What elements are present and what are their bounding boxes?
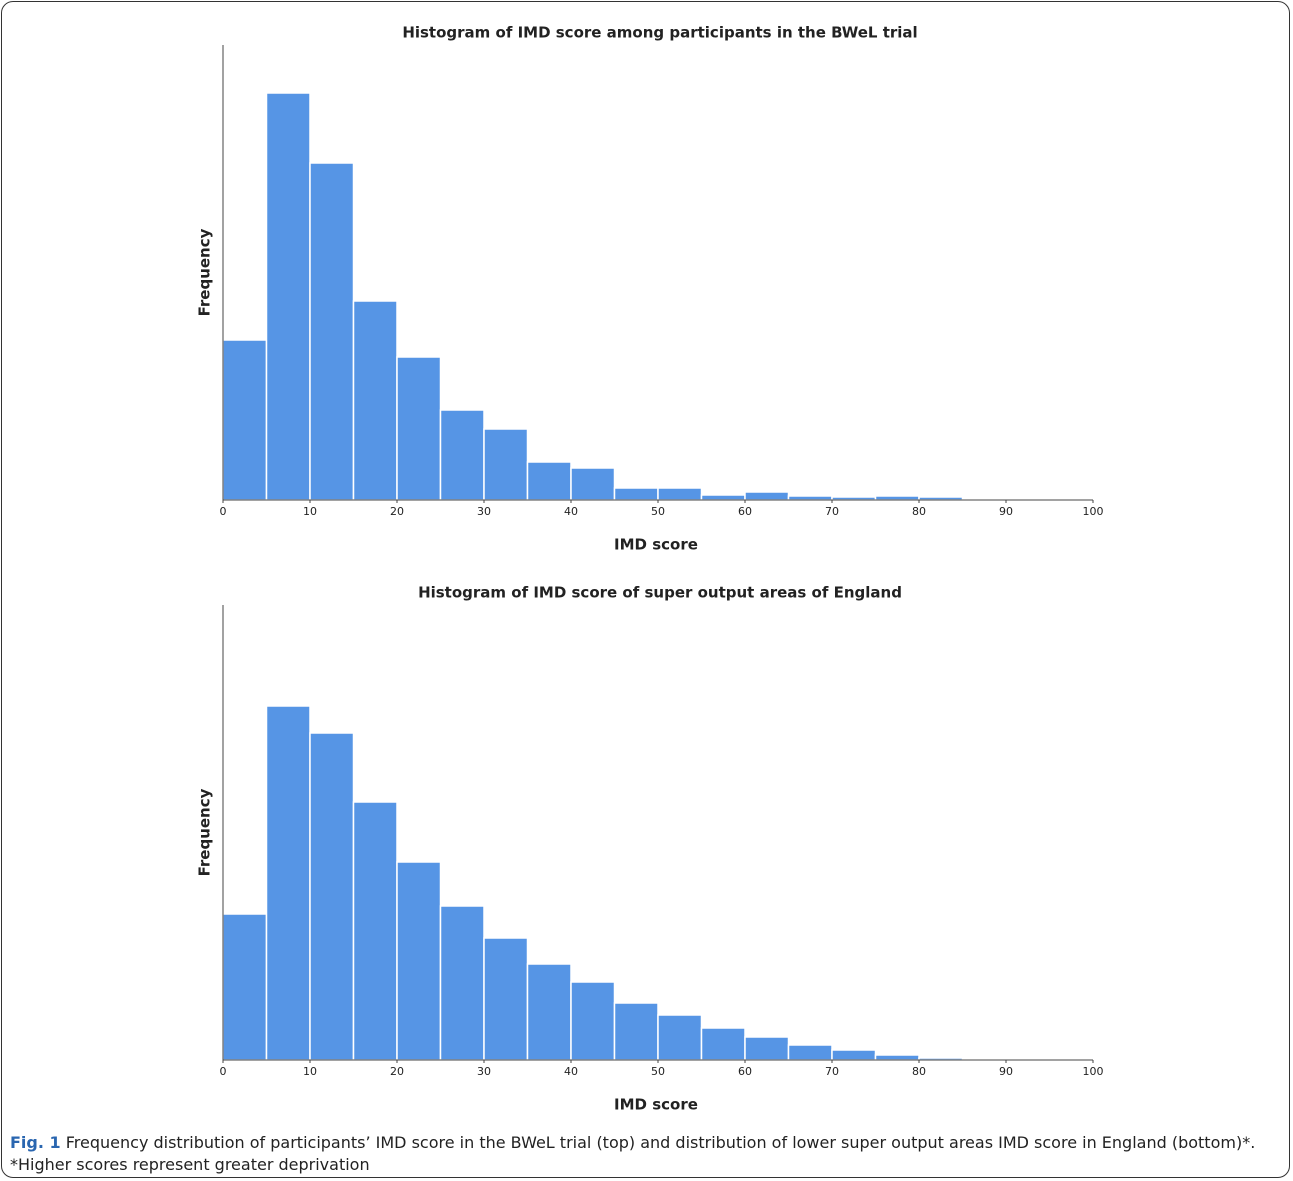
x-tick-label: 70 [825, 505, 839, 518]
bar [874, 1054, 920, 1061]
caption-text: Frequency distribution of participants’ … [10, 1133, 1256, 1174]
bar [439, 409, 485, 501]
caption: Fig. 1 Frequency distribution of partici… [10, 1132, 1280, 1176]
bar [222, 339, 268, 501]
chart-title: Histogram of IMD score of super output a… [418, 584, 902, 602]
x-tick-label: 60 [738, 1065, 752, 1078]
bar [700, 494, 746, 501]
bar [352, 801, 398, 1061]
x-tick-label: 40 [564, 505, 578, 518]
x-tick-label: 20 [390, 1065, 404, 1078]
x-axis-label: IMD score [614, 536, 698, 554]
x-tick-label: 50 [651, 1065, 665, 1078]
bar [439, 905, 485, 1061]
x-tick-label: 30 [477, 1065, 491, 1078]
bar [657, 487, 703, 501]
y-axis-label: Frequency [196, 788, 214, 876]
x-tick-label: 100 [1083, 505, 1104, 518]
x-tick-label: 0 [220, 505, 227, 518]
bar [396, 861, 442, 1061]
x-tick-label: 10 [303, 505, 317, 518]
bar [744, 1036, 790, 1061]
x-tick-label: 10 [303, 1065, 317, 1078]
bar [657, 1014, 703, 1061]
bar [744, 491, 790, 501]
x-tick-label: 50 [651, 505, 665, 518]
bar [570, 467, 616, 501]
caption-label: Fig. 1 [10, 1133, 61, 1152]
y-axis-label: Frequency [196, 228, 214, 316]
x-tick-label: 0 [220, 1065, 227, 1078]
chart-title: Histogram of IMD score among participant… [402, 24, 917, 42]
x-tick-label: 90 [999, 505, 1013, 518]
x-tick-label: 40 [564, 1065, 578, 1078]
x-tick-label: 80 [912, 1065, 926, 1078]
bar [309, 162, 355, 501]
x-tick-label: 30 [477, 505, 491, 518]
x-tick-label: 70 [825, 1065, 839, 1078]
bar [787, 1044, 833, 1061]
x-tick-label: 80 [912, 505, 926, 518]
bar [396, 356, 442, 501]
bar [700, 1027, 746, 1061]
bar [570, 981, 616, 1061]
bar [874, 495, 920, 501]
x-tick-label: 90 [999, 1065, 1013, 1078]
bar [613, 1002, 659, 1061]
charts: Histogram of IMD score among participant… [196, 24, 1104, 1114]
bar [613, 487, 659, 501]
bar [526, 461, 572, 501]
x-axis-label: IMD score [614, 1096, 698, 1114]
x-tick-label: 100 [1083, 1065, 1104, 1078]
bar [309, 732, 355, 1061]
x-tick-label: 20 [390, 505, 404, 518]
bar [265, 92, 311, 501]
bar [787, 495, 833, 501]
bar [352, 300, 398, 501]
bar [526, 963, 572, 1061]
bar [265, 705, 311, 1061]
x-tick-label: 60 [738, 505, 752, 518]
bar [483, 428, 529, 501]
bar [222, 913, 268, 1061]
bar [831, 1049, 877, 1061]
bar [483, 937, 529, 1061]
